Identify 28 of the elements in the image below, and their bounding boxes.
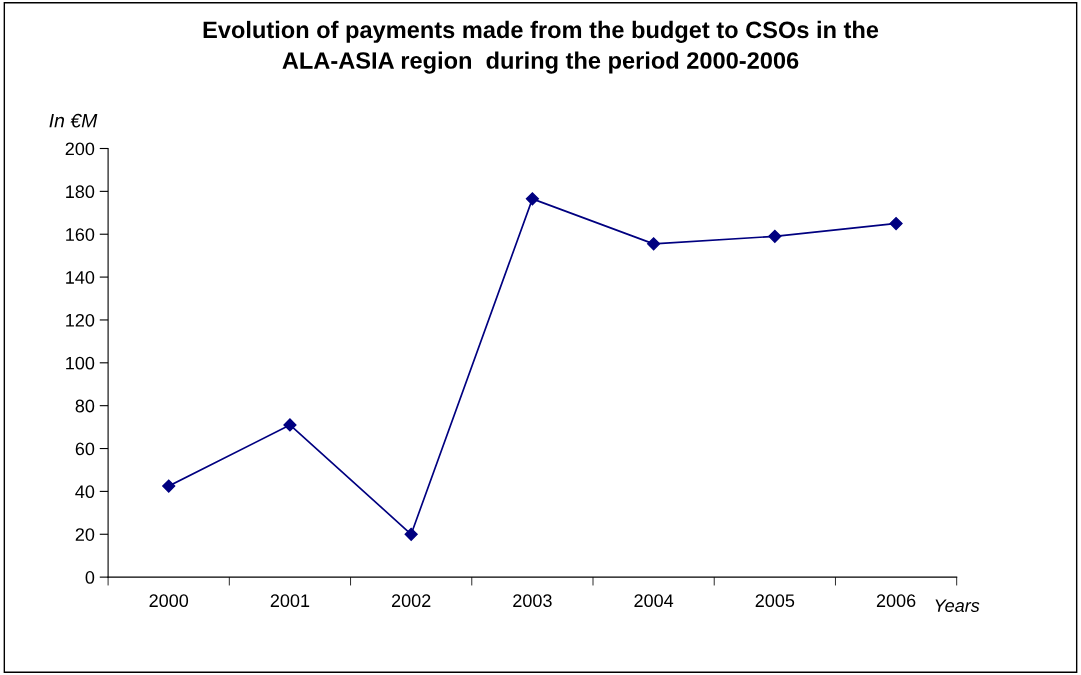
y-tick-label: 40	[75, 485, 95, 499]
y-tick-label: 100	[66, 356, 95, 370]
x-axis-title: Years	[935, 599, 980, 612]
y-tick-label: 200	[65, 142, 95, 156]
y-axis-title: In €M	[49, 113, 98, 128]
y-tick-label: 60	[75, 442, 95, 456]
x-tick-label: 2001	[270, 594, 310, 608]
x-tick-label: 2006	[876, 594, 916, 608]
point	[889, 216, 903, 231]
point	[404, 527, 418, 541]
y-tick-label: 0	[85, 571, 95, 584]
x-tick-label: 2000	[149, 594, 189, 608]
point	[525, 192, 539, 206]
x-tick-label: 2002	[391, 594, 431, 608]
y-tick-label: 180	[66, 185, 95, 199]
point	[162, 479, 176, 493]
point	[768, 229, 782, 243]
y-tick-label: 160	[66, 228, 95, 241]
y-tick-label: 80	[75, 399, 95, 413]
chart-title: Evolution of payments made from the budget to CSOs in the ALA-ASIA region during the period 2000-2006	[203, 20, 879, 74]
x-tick-label: 2004	[634, 594, 674, 608]
x-tick-label: 2005	[755, 594, 795, 608]
y-tick-label: 120	[66, 313, 95, 327]
y-tick-label: 20	[75, 528, 95, 541]
point	[283, 418, 297, 432]
point	[647, 237, 661, 251]
y-tick-label: 140	[66, 271, 95, 284]
x-tick-label: 2003	[513, 594, 552, 608]
